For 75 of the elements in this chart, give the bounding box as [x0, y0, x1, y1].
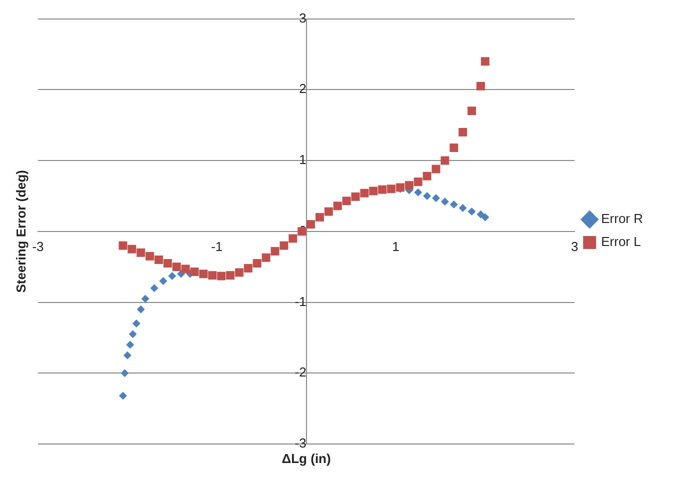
point: [432, 164, 440, 174]
point: [468, 208, 476, 216]
point: [132, 320, 140, 328]
point: [208, 271, 217, 280]
point: [423, 192, 432, 200]
point: [476, 82, 485, 90]
point: [128, 330, 137, 338]
point: [141, 294, 150, 303]
point: [118, 392, 127, 400]
point: [450, 144, 458, 152]
point: [154, 256, 163, 264]
point: [128, 244, 136, 254]
point: [422, 172, 432, 180]
y-tick-label: 3: [299, 10, 306, 26]
point: [414, 188, 422, 196]
point: [369, 186, 378, 196]
x-tick-label: 3: [570, 238, 578, 254]
point: [226, 271, 235, 280]
point: [244, 264, 252, 272]
point: [136, 305, 145, 314]
point: [150, 284, 158, 292]
x-tick-label: -3: [32, 238, 44, 254]
point: [168, 272, 176, 280]
point: [126, 340, 134, 349]
point: [199, 270, 208, 278]
point: [440, 156, 450, 165]
point: [252, 259, 262, 268]
point: [270, 247, 280, 256]
point: [280, 241, 288, 250]
y-tick-label: -1: [294, 294, 306, 309]
point: [234, 268, 244, 277]
point: [262, 253, 270, 262]
y-tick-label: -3: [294, 436, 306, 451]
point: [324, 207, 333, 216]
point: [458, 128, 468, 136]
point: [351, 192, 360, 201]
point: [172, 262, 181, 272]
point: [360, 188, 369, 198]
point: [414, 178, 422, 186]
point: [480, 57, 490, 66]
point: [342, 196, 351, 206]
point: [468, 106, 476, 116]
point: [163, 259, 172, 268]
point: [387, 184, 396, 194]
point: [298, 227, 306, 236]
x-axis-title: ΔLg (in): [282, 451, 331, 466]
point: [159, 277, 168, 286]
point: [288, 234, 298, 243]
point: [404, 181, 414, 190]
point: [476, 210, 485, 218]
legend-label: Error L: [601, 234, 641, 250]
legend-label: Error R: [601, 211, 643, 226]
point: [458, 204, 467, 212]
point: [481, 213, 490, 222]
point: [118, 241, 128, 250]
point: [315, 212, 324, 222]
point: [440, 198, 449, 206]
point: [333, 202, 342, 210]
x-tick-label: 1: [392, 238, 400, 254]
point: [432, 194, 440, 202]
y-tick-label: 1: [299, 152, 306, 168]
point: [136, 248, 146, 257]
y-tick-label: 2: [299, 81, 306, 96]
point: [181, 264, 190, 274]
x-tick-label: -1: [211, 238, 223, 254]
y-axis-title: Steering Error (deg): [14, 170, 29, 293]
point: [217, 272, 226, 280]
point: [120, 369, 129, 378]
point: [190, 268, 199, 276]
point: [450, 200, 458, 208]
point: [306, 220, 316, 229]
y-tick-label: -2: [294, 364, 306, 380]
point: [123, 351, 132, 360]
point: [378, 185, 387, 194]
point: [146, 252, 154, 260]
